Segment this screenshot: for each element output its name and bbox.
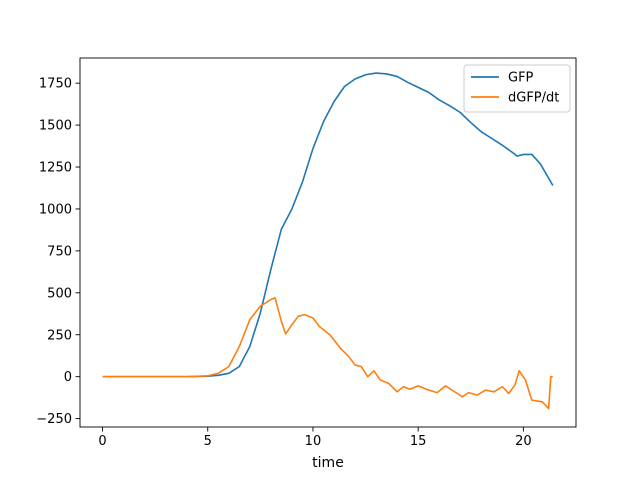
y-tick-label: 500 <box>47 286 72 301</box>
series-line-dgfp-dt <box>102 297 553 410</box>
y-tick-label: 750 <box>47 244 72 259</box>
x-tick-label: 20 <box>515 434 532 449</box>
y-tick-label: 1250 <box>39 161 72 176</box>
y-tick-label: 1000 <box>39 202 72 217</box>
axes-layer: 0 5 10 15 20 −250 0 250 500 750 1000 1250 1500 1750 <box>36 57 577 449</box>
y-tick-label: 1500 <box>39 119 72 134</box>
series-line-gfp <box>102 72 554 378</box>
x-tick-label: 10 <box>305 434 322 449</box>
y-tick-label: 0 <box>64 370 72 385</box>
legend-label: dGFP/dt <box>508 91 559 106</box>
y-tick-label: 250 <box>47 328 72 343</box>
x-axis-label: time <box>312 455 344 471</box>
plot-frame <box>79 57 577 428</box>
y-tick-label: 1750 <box>39 77 72 92</box>
x-tick-label: 15 <box>410 434 427 449</box>
legend: GFP dGFP/dt <box>463 64 571 113</box>
x-tick-label: 5 <box>204 434 212 449</box>
series-layer <box>102 72 554 410</box>
x-tick-label: 0 <box>98 434 106 449</box>
y-tick-label: −250 <box>36 412 72 427</box>
legend-label: GFP <box>508 71 534 86</box>
